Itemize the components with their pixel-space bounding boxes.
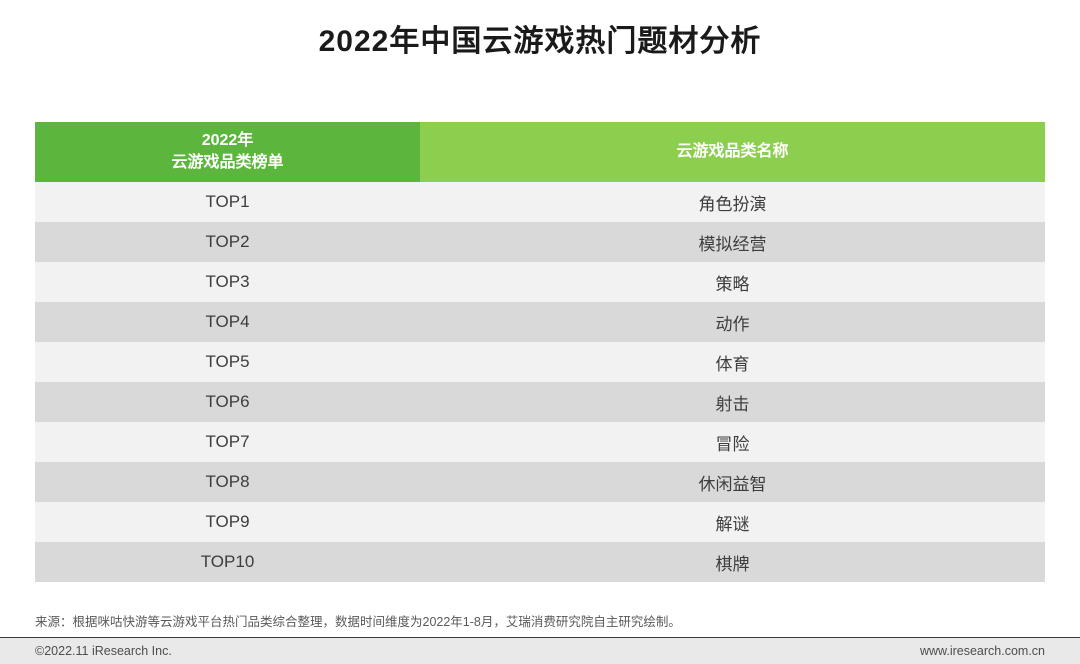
name-cell: 解谜 [715, 514, 750, 534]
name-cell: 休闲益智 [698, 474, 767, 494]
table-row: TOP10 棋牌 [35, 542, 1045, 582]
rank-cell: TOP5 [205, 352, 250, 371]
rank-cell: TOP6 [205, 392, 250, 411]
table-header-row: 2022年 云游戏品类榜单 云游戏品类名称 [35, 122, 1045, 182]
table-body: TOP1 角色扮演 TOP2 模拟经营 TOP3 策略 TOP4 动作 TOP5… [35, 182, 1045, 582]
table-row: TOP1 角色扮演 [35, 182, 1045, 222]
name-cell: 射击 [715, 394, 750, 414]
name-cell: 动作 [715, 314, 750, 334]
rank-cell: TOP10 [200, 552, 255, 571]
name-cell: 模拟经营 [698, 234, 767, 254]
rank-cell: TOP9 [205, 512, 250, 531]
table-row: TOP4 动作 [35, 302, 1045, 342]
name-cell: 棋牌 [715, 554, 750, 574]
copyright-text: ©2022.11 iResearch Inc. [35, 644, 172, 658]
table-header-rank-line2: 云游戏品类榜单 [171, 154, 284, 171]
source-note: 来源：根据咪咕快游等云游戏平台热门品类综合整理，数据时间维度为2022年1-8月… [35, 615, 681, 629]
name-cell: 角色扮演 [698, 194, 767, 214]
table-header-category: 云游戏品类名称 [420, 122, 1045, 182]
table-row: TOP6 射击 [35, 382, 1045, 422]
table-header-category-label: 云游戏品类名称 [676, 143, 789, 161]
rank-cell: TOP3 [205, 272, 250, 291]
table-header-rank-line1: 2022年 [201, 132, 254, 150]
name-cell: 策略 [715, 274, 750, 294]
footer-bar: ©2022.11 iResearch Inc. www.iresearch.co… [0, 637, 1080, 664]
rank-cell: TOP8 [205, 472, 250, 491]
table-row: TOP5 体育 [35, 342, 1045, 382]
table-row: TOP3 策略 [35, 262, 1045, 302]
table-row: TOP8 休闲益智 [35, 462, 1045, 502]
table-row: TOP2 模拟经营 [35, 222, 1045, 262]
name-cell: 冒险 [715, 434, 750, 454]
ranking-table: 2022年 云游戏品类榜单 云游戏品类名称 TOP1 角色扮演 TOP2 模拟经… [35, 122, 1045, 582]
rank-cell: TOP1 [205, 192, 250, 211]
table-row: TOP9 解谜 [35, 502, 1045, 542]
rank-cell: TOP2 [205, 232, 250, 251]
page-title: 2022年中国云游戏热门题材分析 [318, 25, 762, 58]
rank-cell: TOP7 [205, 432, 250, 451]
name-cell: 体育 [715, 354, 750, 374]
table-header-rank: 2022年 云游戏品类榜单 [35, 122, 420, 182]
rank-cell: TOP4 [205, 312, 250, 331]
table-row: TOP7 冒险 [35, 422, 1045, 462]
website-link[interactable]: www.iresearch.com.cn [919, 644, 1045, 658]
